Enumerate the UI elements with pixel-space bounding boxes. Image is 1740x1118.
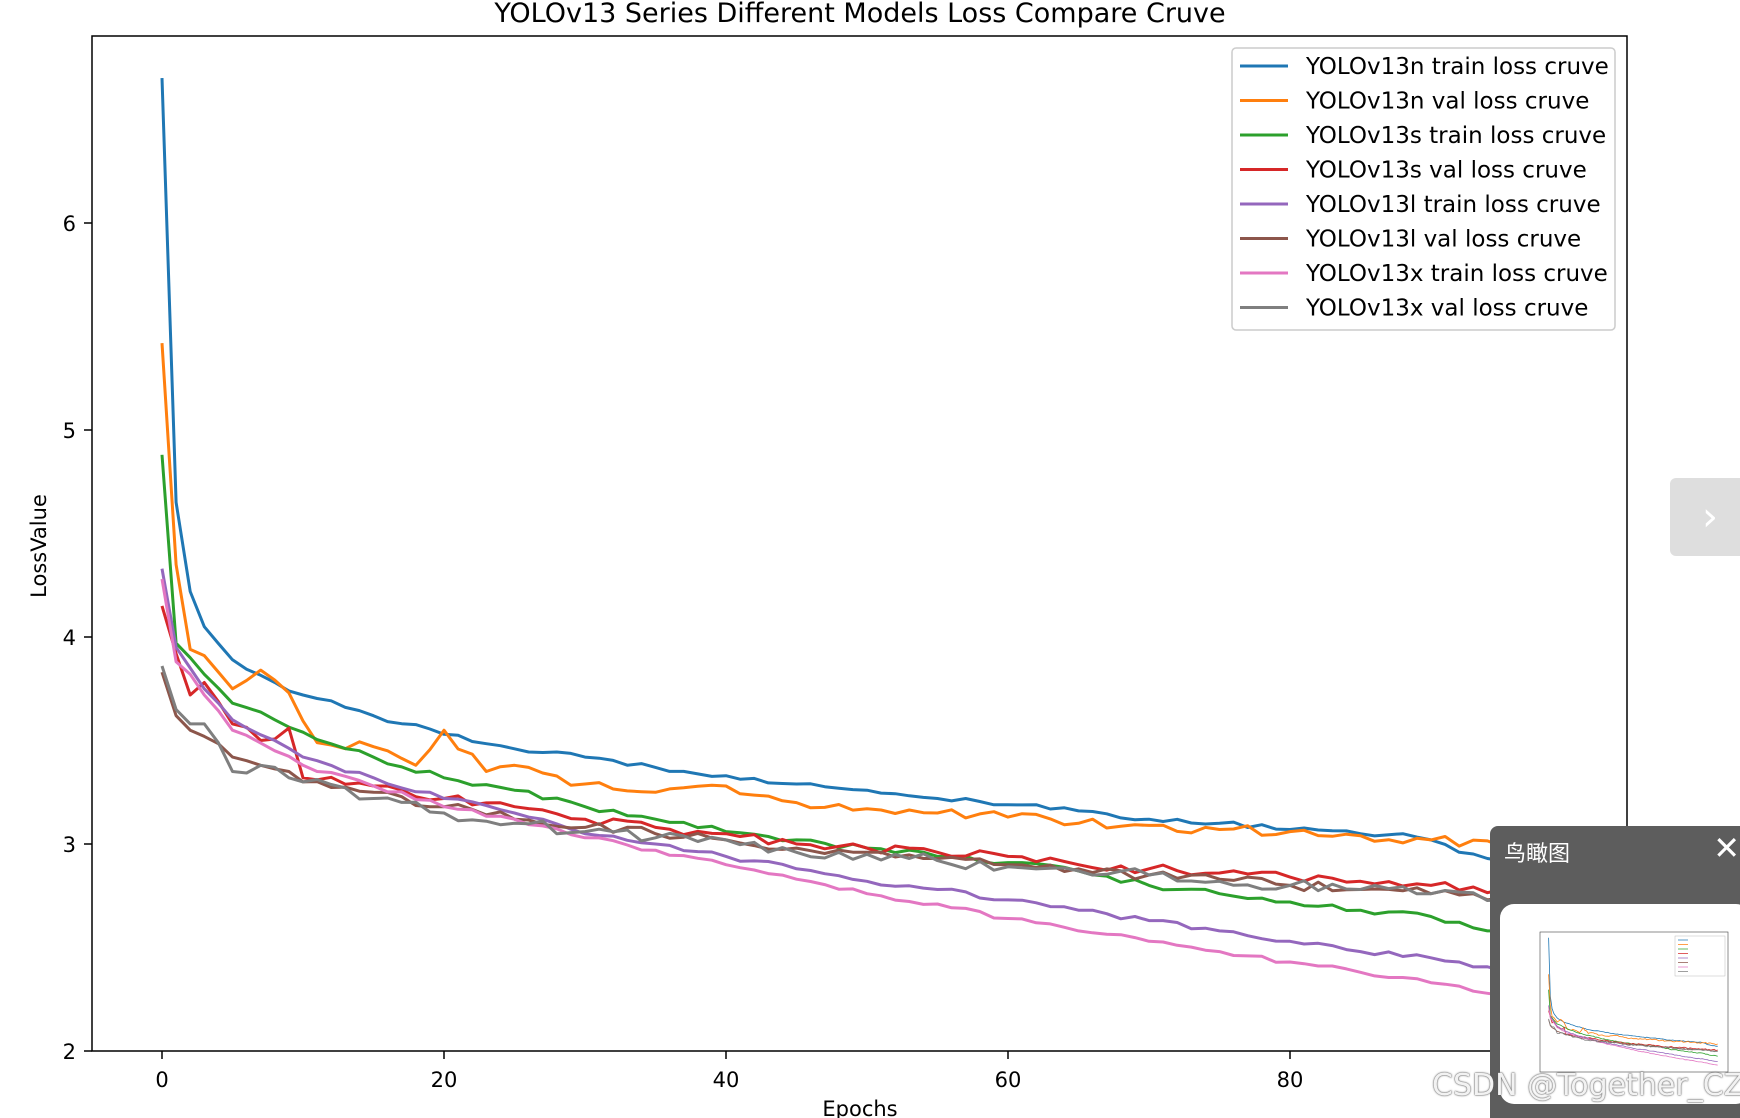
x-axis: 0 20 40 60 80 — [155, 1051, 1303, 1092]
birdseye-thumbnail[interactable] — [1500, 904, 1740, 1104]
close-icon[interactable]: ✕ — [1713, 829, 1740, 867]
legend-entry: YOLOv13x train loss cruve — [1305, 261, 1608, 287]
legend-entry: YOLOv13s train loss cruve — [1305, 123, 1606, 149]
y-tick-label: 2 — [63, 1040, 76, 1064]
thumb-frame — [1539, 931, 1729, 1073]
birdseye-panel: 鸟瞰图 ✕ — [1490, 826, 1740, 1118]
series-line-4 — [160, 568, 1544, 976]
watermark: CSDN @Together_CZ — [1432, 1068, 1740, 1103]
thumb-series-line — [1548, 1005, 1718, 1062]
birdseye-title: 鸟瞰图 — [1504, 842, 1571, 867]
thumb-series-line — [1548, 1006, 1718, 1066]
x-tick-label: 80 — [1277, 1068, 1304, 1092]
y-tick-label: 5 — [63, 419, 76, 443]
series-line-5 — [160, 671, 1544, 903]
y-axis-label: LossValue — [27, 494, 51, 598]
x-axis-label: Epochs — [822, 1097, 897, 1118]
legend-entry: YOLOv13l train loss cruve — [1305, 192, 1601, 218]
series-line-2 — [160, 454, 1545, 939]
next-arrow-button[interactable]: › — [1670, 478, 1740, 556]
thumb-series-line — [1548, 937, 1718, 1047]
thumb-legend — [1674, 935, 1726, 977]
y-tick-label: 6 — [63, 212, 76, 236]
y-tick-label: 3 — [63, 833, 76, 857]
legend-entry: YOLOv13n val loss cruve — [1305, 89, 1589, 115]
chart-title: YOLOv13 Series Different Models Loss Com… — [493, 0, 1225, 29]
legend-entry: YOLOv13n train loss cruve — [1305, 54, 1609, 80]
series-line-7 — [160, 665, 1545, 906]
series-line-0 — [160, 78, 1544, 867]
legend-box — [1231, 47, 1616, 331]
plot-lines — [160, 78, 1545, 1003]
y-tick-label: 4 — [63, 626, 76, 650]
plot-frame — [91, 35, 1628, 1052]
legend-entry: YOLOv13l val loss cruve — [1305, 227, 1581, 253]
series-line-3 — [160, 605, 1545, 897]
legend: YOLOv13n train loss cruve YOLOv13n val lo… — [1231, 47, 1616, 331]
series-line-6 — [160, 578, 1545, 1003]
thumb-series-line — [1548, 989, 1718, 1057]
x-tick-label: 60 — [995, 1068, 1022, 1092]
legend-entry: YOLOv13s val loss cruve — [1305, 158, 1587, 184]
x-tick-label: 0 — [155, 1068, 168, 1092]
thumb-series-line — [1548, 974, 1718, 1046]
x-tick-label: 20 — [431, 1068, 458, 1092]
y-axis: 2 3 4 5 6 — [63, 212, 92, 1064]
series-line-1 — [160, 343, 1545, 855]
legend-entry: YOLOv13x val loss cruve — [1305, 296, 1588, 322]
thumb-series-line — [1548, 1018, 1718, 1053]
x-tick-label: 40 — [713, 1068, 740, 1092]
